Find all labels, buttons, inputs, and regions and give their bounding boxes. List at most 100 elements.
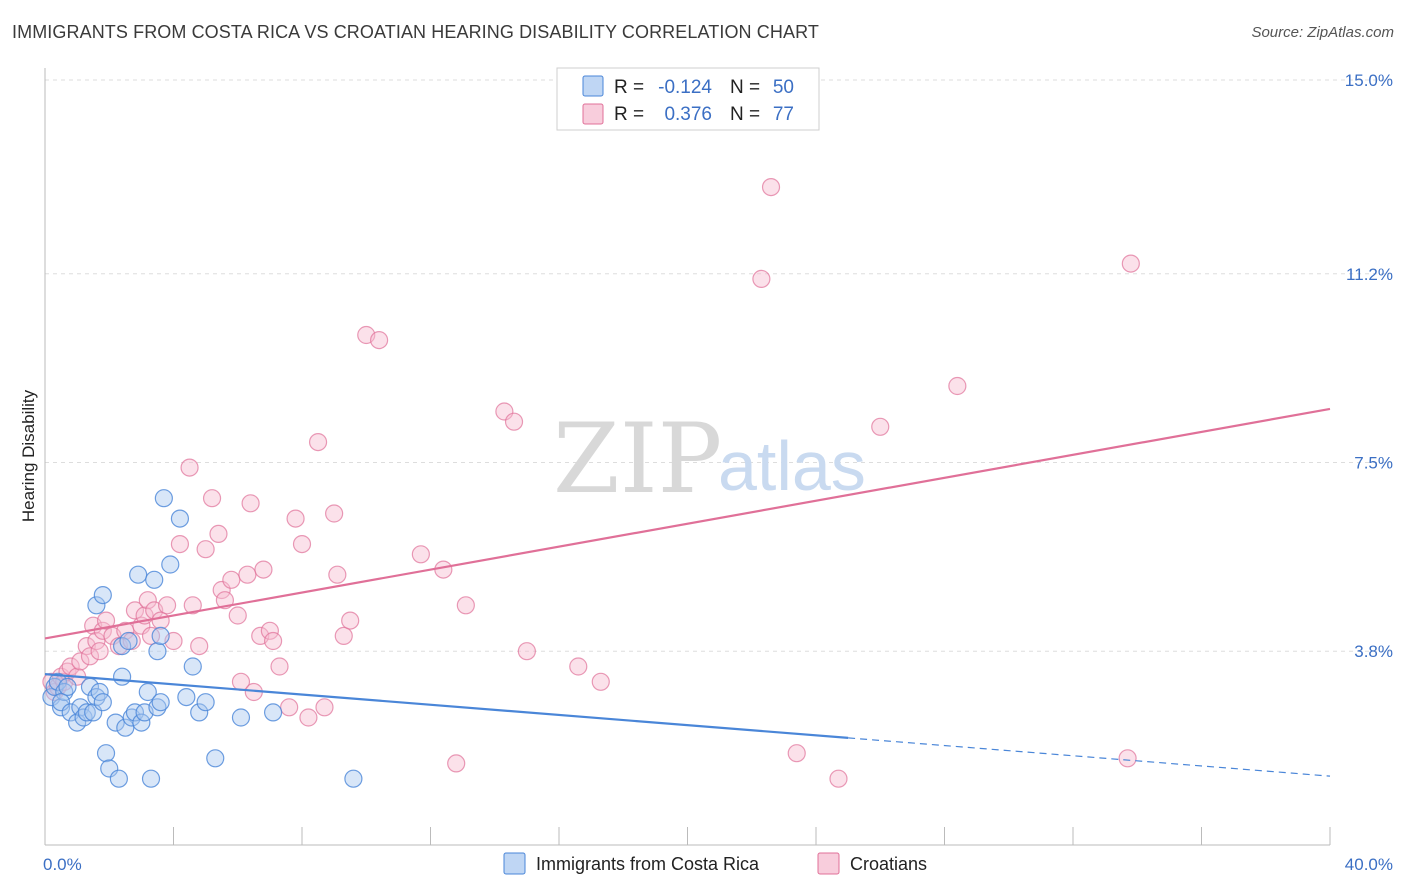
- costa-rica-point: [344, 769, 363, 788]
- costa-rica-point: [148, 698, 167, 717]
- bottom-legend-label-costa-rica: Immigrants from Costa Rica: [536, 854, 760, 874]
- croatians-point: [138, 591, 157, 610]
- croatians-point: [752, 269, 771, 288]
- croatians-point: [196, 540, 215, 559]
- croatians-point: [270, 657, 289, 676]
- costa-rica-point: [161, 555, 180, 574]
- croatians-point: [569, 657, 588, 676]
- croatians-point: [286, 509, 305, 528]
- croatians-point: [292, 534, 312, 554]
- bottom-legend-swatch-pink: [817, 852, 840, 875]
- trendline-costa-rica: [44, 673, 849, 739]
- costa-rica-point: [196, 693, 215, 712]
- y-axis-title: Hearing Disability: [19, 389, 38, 522]
- legend-n-label-2: N =: [730, 104, 760, 125]
- series-croatians: [42, 178, 1140, 788]
- croatians-point: [341, 611, 360, 630]
- costa-rica-point: [141, 769, 161, 788]
- croatians-point: [504, 412, 524, 431]
- croatians-point: [325, 504, 344, 523]
- costa-rica-point: [119, 631, 138, 651]
- x-tick-labels: 0.0% 40.0%: [43, 855, 1393, 874]
- costa-rica-point: [93, 585, 112, 605]
- croatians-point: [829, 769, 848, 788]
- croatians-point: [222, 570, 241, 589]
- axes: [44, 68, 1331, 846]
- croatians-point: [180, 458, 199, 477]
- croatians-point: [125, 601, 145, 620]
- croatians-point: [96, 611, 116, 630]
- croatians-point: [238, 565, 257, 584]
- croatians-point: [190, 636, 209, 656]
- watermark-atlas: atlas: [718, 427, 866, 505]
- croatians-point: [87, 631, 106, 651]
- costa-rica-point: [151, 693, 170, 712]
- watermark-zip: ZIP: [553, 403, 722, 515]
- croatians-point: [761, 178, 781, 197]
- croatians-point: [71, 652, 90, 671]
- croatians-point: [116, 621, 135, 640]
- costa-rica-point: [170, 509, 190, 528]
- bottom-legend-swatch-blue: [503, 852, 526, 875]
- trendlines: [44, 407, 1331, 777]
- costa-rica-point: [231, 708, 251, 727]
- croatians-point: [315, 698, 334, 717]
- costa-rica-point: [138, 682, 157, 702]
- croatians-point: [871, 417, 890, 436]
- legend-r-value-2: 0.376: [664, 104, 712, 125]
- croatians-point: [202, 489, 222, 508]
- croatians-point: [370, 331, 389, 350]
- croatians-point: [157, 596, 177, 615]
- chart-source: Source: ZipAtlas.com: [1251, 24, 1394, 41]
- croatians-point: [787, 744, 806, 763]
- costa-rica-point: [74, 708, 93, 727]
- costa-rica-point: [132, 713, 151, 732]
- croatians-point: [434, 560, 453, 579]
- croatians-point: [328, 565, 347, 584]
- x-tick-label-1: 40.0%: [1345, 855, 1393, 874]
- croatians-point: [517, 642, 536, 661]
- costa-rica-point: [129, 565, 148, 584]
- croatians-point: [209, 524, 228, 544]
- trendline-costa-rica-extension: [848, 737, 1331, 777]
- legend-n-value-1: 50: [773, 77, 794, 98]
- croatians-point: [263, 631, 283, 651]
- costa-rica-point: [90, 682, 109, 702]
- costa-rica-point: [48, 672, 67, 691]
- legend-n-value-2: 77: [773, 104, 794, 125]
- series-legend: Immigrants from Costa Rica Croatians: [503, 852, 927, 875]
- legend-r-label-2: R =: [614, 104, 644, 125]
- y-tick-label-1: 7.5%: [1354, 454, 1393, 473]
- croatians-point: [1118, 749, 1137, 768]
- costa-rica-point: [154, 489, 173, 508]
- croatians-point: [591, 672, 610, 691]
- croatians-point: [80, 647, 100, 666]
- croatians-point: [1121, 254, 1140, 273]
- croatians-point: [948, 376, 967, 396]
- costa-rica-point: [190, 703, 209, 722]
- costa-rica-point: [109, 769, 128, 788]
- costa-rica-point: [112, 667, 132, 686]
- legend-swatch-blue: [582, 75, 604, 97]
- croatians-point: [170, 534, 190, 554]
- croatians-point: [299, 708, 318, 727]
- series-costa-rica: [42, 489, 363, 788]
- costa-rica-point: [55, 682, 74, 702]
- y-tick-label-3: 15.0%: [1345, 71, 1393, 90]
- croatians-point: [308, 433, 328, 452]
- costa-rica-point: [58, 677, 77, 697]
- costa-rica-point: [183, 657, 202, 676]
- x-tick-label-0: 0.0%: [43, 855, 82, 874]
- croatians-point: [280, 698, 299, 717]
- costa-rica-point: [45, 677, 64, 697]
- watermark: ZIP atlas: [553, 403, 866, 515]
- legend-swatch-pink: [582, 103, 604, 125]
- croatians-point: [254, 560, 273, 579]
- trendline-croatians: [44, 407, 1331, 640]
- bottom-legend-label-croatians: Croatians: [850, 854, 927, 874]
- croatians-point: [241, 494, 260, 513]
- costa-rica-point: [263, 703, 283, 722]
- costa-rica-point: [106, 713, 125, 732]
- costa-rica-point: [148, 642, 167, 661]
